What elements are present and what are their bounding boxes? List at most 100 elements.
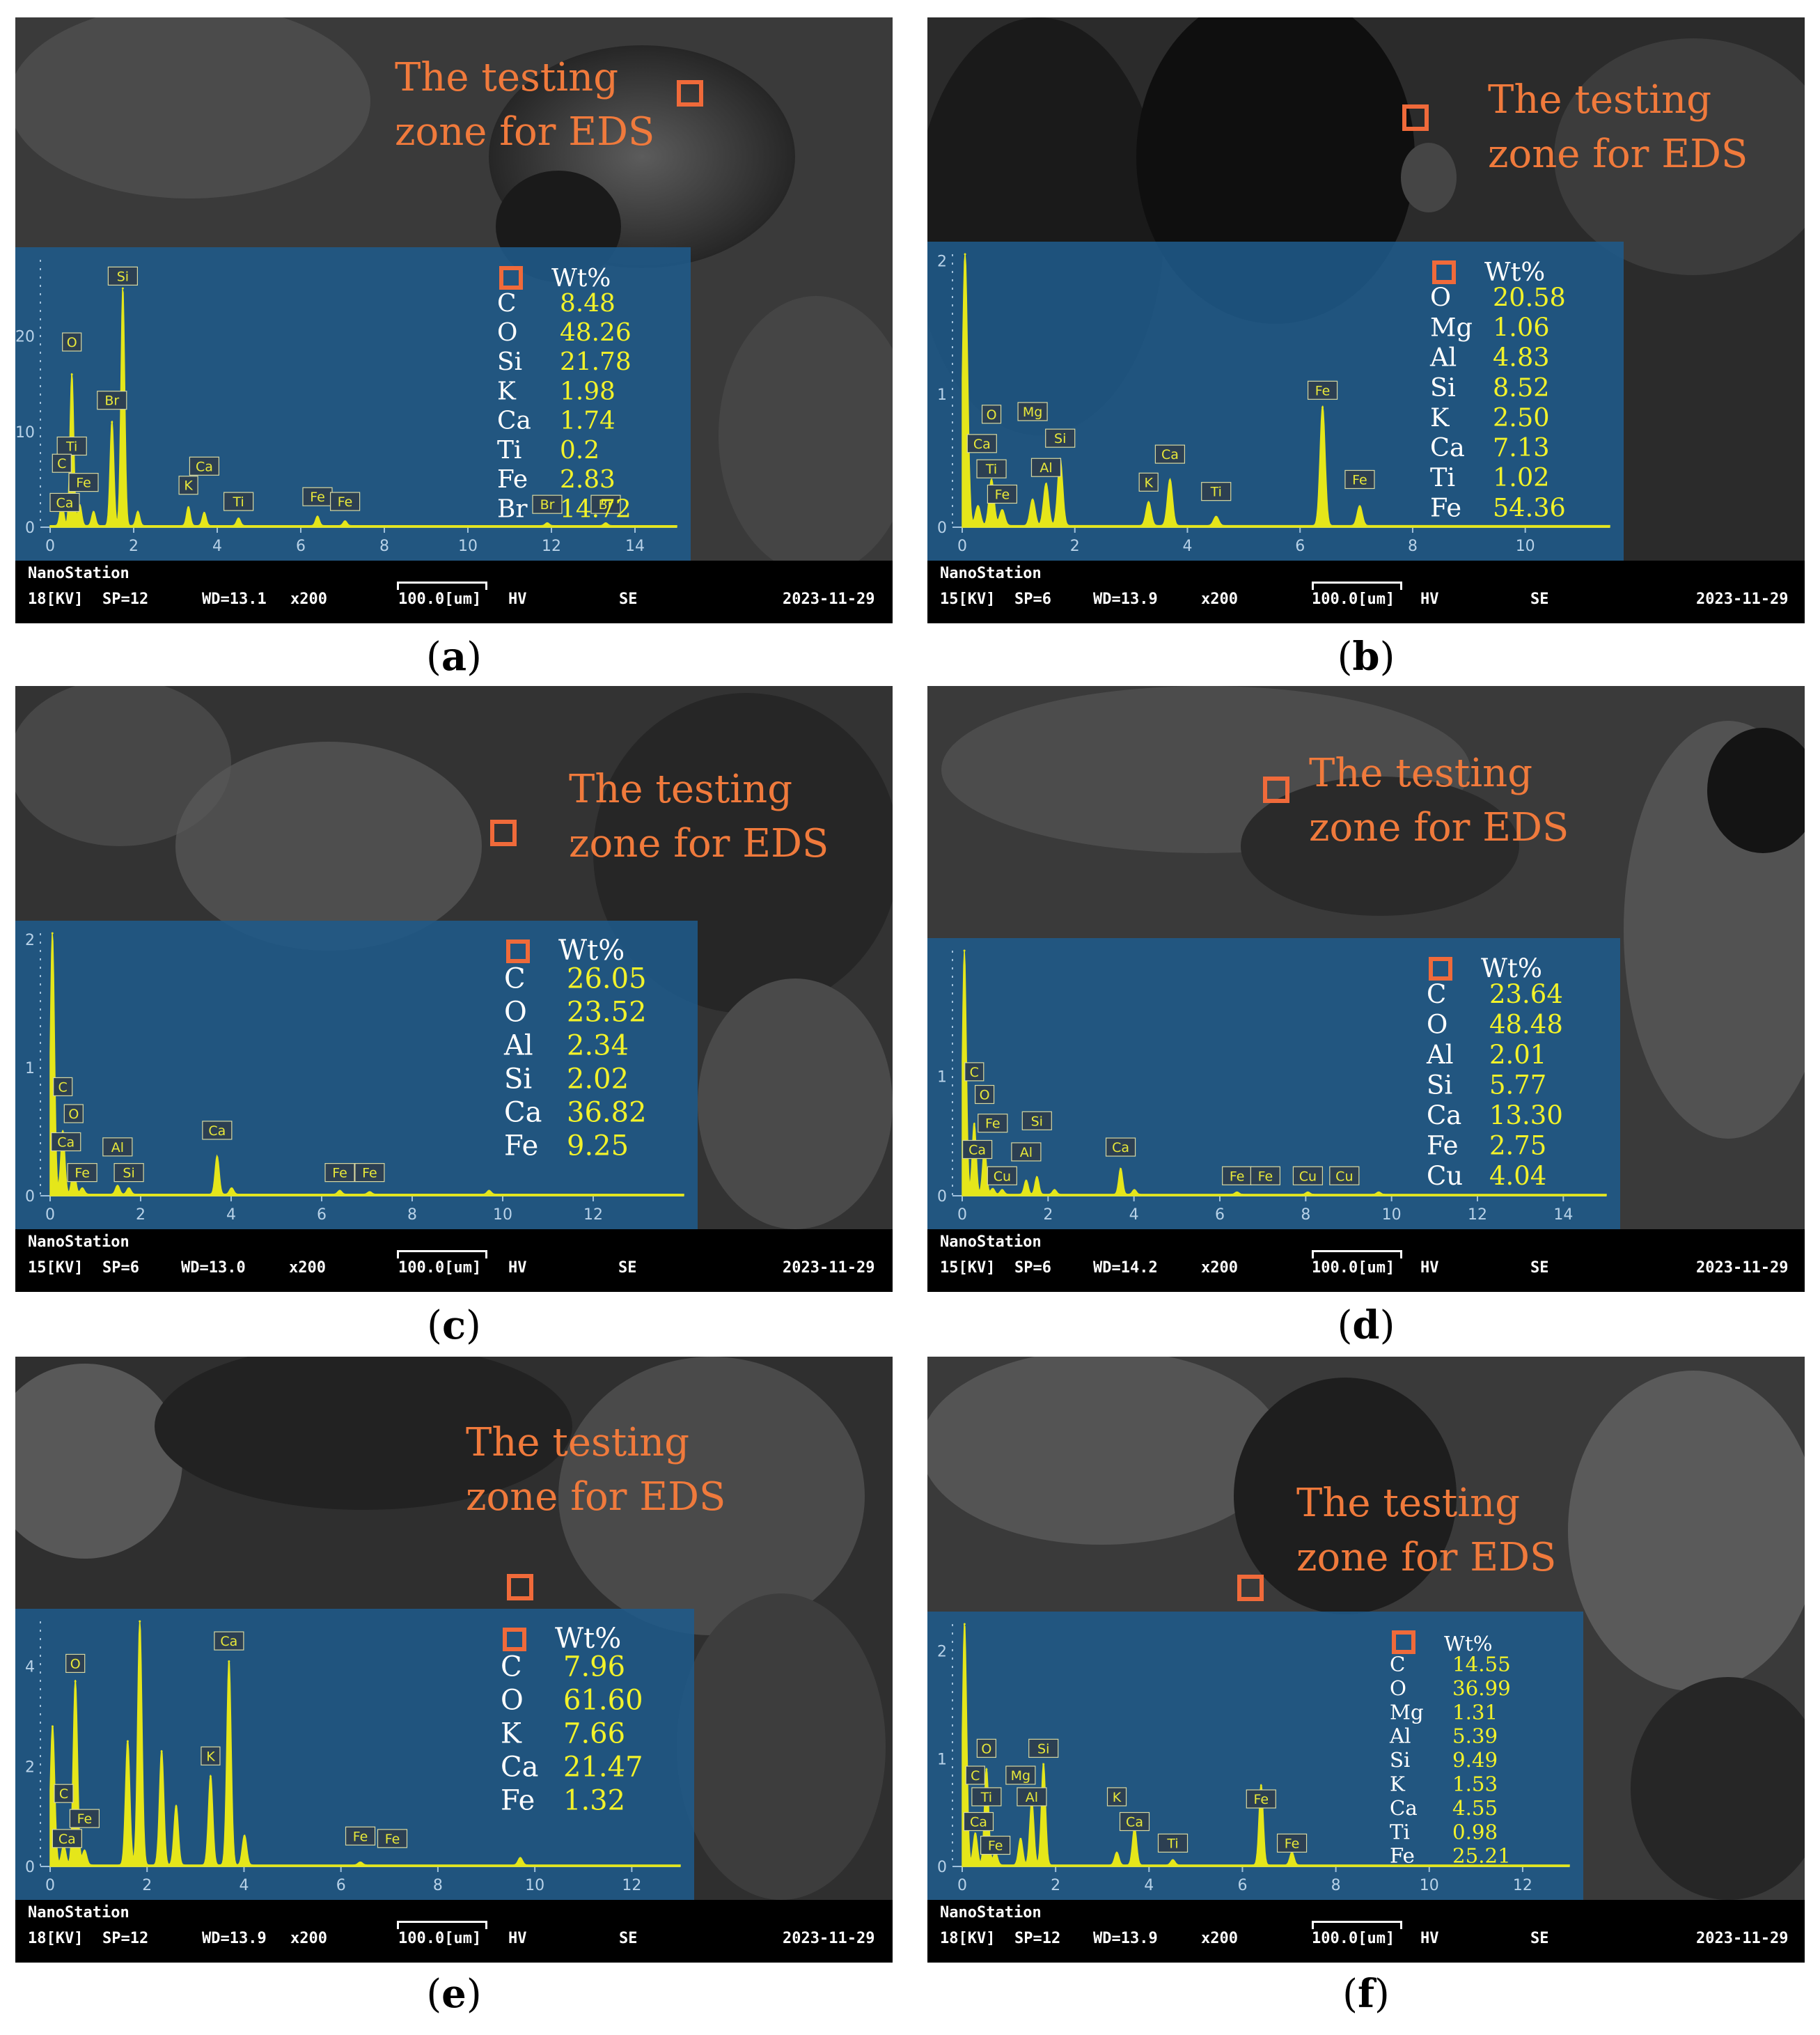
x-tick-label: 4 — [1144, 1877, 1154, 1894]
zone-label: The testing zone for EDS — [395, 51, 654, 159]
y-tick-label: 1 — [937, 387, 947, 404]
peak-label: Fe — [69, 1809, 100, 1828]
peak-label-box — [67, 1163, 97, 1183]
zone-label: The testing zone for EDS — [569, 763, 829, 871]
x-tick-label: 12 — [1468, 1206, 1487, 1224]
peak-point — [1236, 1192, 1239, 1195]
peak-label-text: Si — [1054, 431, 1066, 446]
peak-label-text: Fe — [1253, 1792, 1269, 1807]
spectrum-line — [49, 933, 684, 1196]
wt-value: 13.30 — [1489, 1100, 1563, 1130]
peak-label-text: Ti — [1210, 485, 1222, 500]
peak-label: O — [981, 405, 1002, 424]
wt-value: 5.39 — [1452, 1724, 1498, 1748]
testing-zone-marker-icon — [1237, 1575, 1264, 1601]
peak-label-box — [978, 1114, 1008, 1133]
wt-value: 1.98 — [560, 377, 615, 405]
element-symbol: Al — [1389, 1724, 1411, 1748]
peak-point — [1377, 1192, 1380, 1195]
wt-value: 2.01 — [1489, 1040, 1546, 1070]
element-symbol: Si — [1390, 1748, 1410, 1772]
x-tick-label: 8 — [1301, 1206, 1310, 1224]
info-footer: NanoStation 18[KV] SP=12 WD=13.9 x200 10… — [15, 1900, 893, 1963]
peak-label: Ca — [214, 1631, 244, 1651]
mode-label: SE — [1530, 1259, 1549, 1277]
peak-label-text: Ca — [58, 1832, 76, 1847]
peak-label-box — [1017, 402, 1048, 421]
peak-label: Ti — [223, 492, 254, 511]
peak-label: Ca — [966, 434, 997, 453]
wt-value: 2.02 — [567, 1063, 629, 1095]
zone-label-line-2: zone for EDS — [1296, 1535, 1557, 1580]
peak-label: C — [53, 1077, 73, 1096]
peak-point — [228, 1660, 230, 1662]
peak-label-box — [976, 1738, 996, 1758]
peak-label-box — [966, 434, 997, 453]
peak-point — [127, 1188, 130, 1191]
peak-label-box — [189, 456, 219, 476]
zone-label-line-1: The testing — [1309, 751, 1533, 796]
wt-value: 4.83 — [1493, 343, 1550, 373]
testing-zone-marker-icon — [490, 820, 517, 846]
peak-label-box — [52, 1829, 82, 1848]
zone-label: The testing zone for EDS — [1296, 1476, 1556, 1585]
peak-label-box — [62, 332, 82, 352]
peak-point — [237, 518, 240, 521]
peak-label-box — [980, 1835, 1011, 1855]
peak-label: O — [65, 1653, 86, 1674]
x-tick-label: 4 — [212, 538, 222, 555]
peak-label-box — [1106, 1787, 1127, 1807]
wt-value: 9.49 — [1452, 1748, 1498, 1772]
element-symbol: Cu — [1427, 1161, 1463, 1191]
eds-chart-f: 0 2 4 6 8 10 12 0 1 2 O Si Mg Al C Ti Ca Fe K Ca Ti Fe Fe Wt% C 1… — [927, 1612, 1583, 1900]
wt-value: 1.02 — [1493, 462, 1550, 492]
peak-label: Fe — [324, 1163, 355, 1183]
peak-label-text: Fe — [988, 1839, 1003, 1854]
peak-label-text: O — [67, 335, 77, 350]
peak-label: Cu — [1292, 1166, 1324, 1185]
zone-label-line-2: zone for EDS — [466, 1474, 726, 1520]
caption-d: (d) — [1337, 1302, 1395, 1348]
y-tick-label: 0 — [25, 1859, 35, 1876]
element-symbol: C — [1390, 1653, 1405, 1676]
element-symbol: Ca — [1427, 1100, 1461, 1130]
peak-label-text: C — [971, 1768, 980, 1784]
peak-label: Ca — [1105, 1137, 1136, 1157]
x-tick-label: 8 — [407, 1206, 417, 1224]
date-value: 2023-11-29 — [1696, 1259, 1789, 1277]
peak-label-box — [302, 487, 333, 506]
peak-label: Mg — [1017, 402, 1048, 421]
wt-value: 21.47 — [563, 1751, 643, 1783]
legend-marker-icon — [1392, 1630, 1415, 1654]
element-symbol: Ca — [497, 407, 531, 435]
peak-label-box — [1105, 1137, 1136, 1157]
peak-point — [604, 523, 607, 526]
x-tick-label: 10 — [1516, 538, 1535, 555]
peak-label-box — [974, 1084, 995, 1105]
peak-point — [1019, 1838, 1022, 1841]
y-tick-label: 0 — [937, 1859, 947, 1876]
peak-point — [209, 1775, 212, 1778]
x-tick-label: 12 — [583, 1206, 603, 1224]
peak-label-box — [987, 1166, 1017, 1185]
scale-bar — [397, 582, 487, 590]
element-symbol: Si — [504, 1063, 532, 1095]
peak-label-box — [1222, 1166, 1253, 1185]
peak-label: Si — [1028, 1738, 1059, 1758]
peak-label-box — [964, 1062, 984, 1082]
peak-label-box — [590, 494, 621, 514]
peak-label-box — [1344, 469, 1375, 490]
x-tick-label: 0 — [957, 1206, 967, 1224]
peak-label-box — [354, 1163, 385, 1183]
hv-label: HV — [508, 591, 527, 608]
y-tick-label: 1 — [25, 1060, 35, 1077]
wd-value: WD=13.9 — [1093, 591, 1158, 608]
peak-point — [1133, 1190, 1136, 1192]
peak-label-box — [1021, 1111, 1052, 1130]
element-symbol: C — [1427, 979, 1446, 1009]
peak-label-text: Al — [1026, 1790, 1038, 1805]
peak-point — [81, 1188, 84, 1191]
wt-header: Wt% — [1484, 257, 1545, 287]
